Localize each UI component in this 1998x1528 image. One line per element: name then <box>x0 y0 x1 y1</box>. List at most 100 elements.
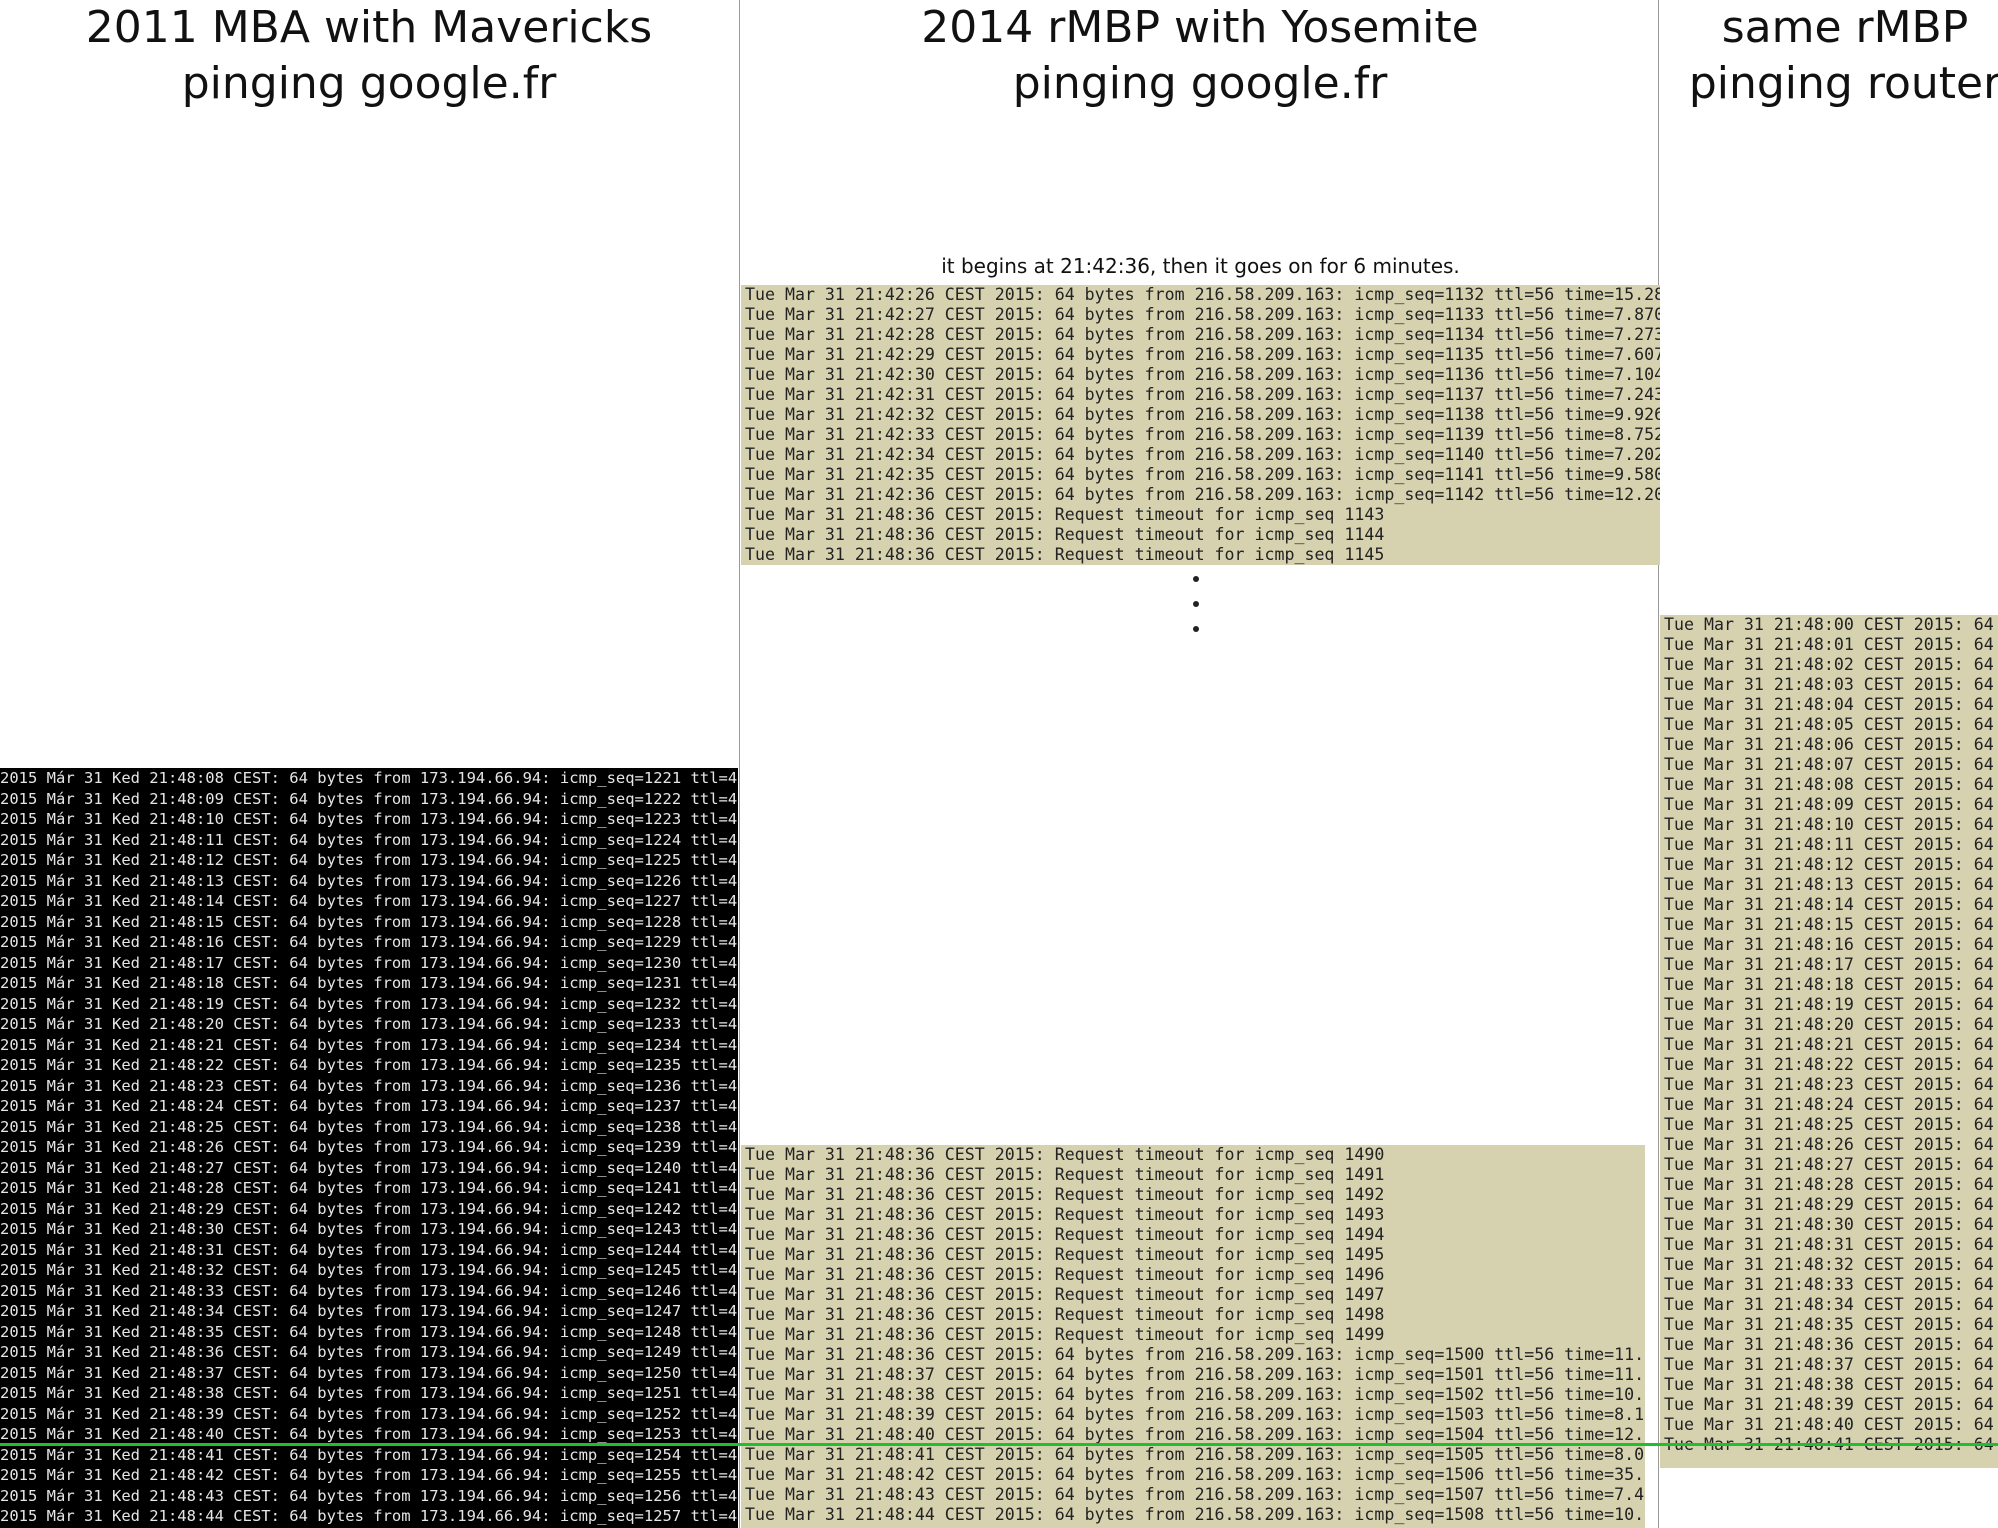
log-line: Tue Mar 31 21:48:04 CEST 2015: 64 by <box>1664 695 1998 714</box>
column-divider-left <box>739 0 740 1528</box>
column-divider-right <box>1658 0 1659 1528</box>
log-line: 2015 Már 31 Ked 21:48:08 CEST: 64 bytes … <box>0 769 738 787</box>
log-line: 2015 Már 31 Ked 21:48:40 CEST: 64 bytes … <box>0 1425 738 1443</box>
log-line: Tue Mar 31 21:48:06 CEST 2015: 64 by <box>1664 735 1998 754</box>
log-line: 2015 Már 31 Ked 21:48:19 CEST: 64 bytes … <box>0 994 738 1013</box>
log-line: 2015 Már 31 Ked 21:48:12 CEST: 64 bytes … <box>0 851 738 869</box>
log-line: Tue Mar 31 21:48:19 CEST 2015: 64 by <box>1664 995 1998 1014</box>
mba-title-line1: 2011 MBA with Mavericks <box>85 2 653 53</box>
log-line: Tue Mar 31 21:48:17 CEST 2015: 64 by <box>1664 955 1998 974</box>
log-line: 2015 Már 31 Ked 21:48:25 CEST: 64 bytes … <box>0 1117 738 1136</box>
log-line: Tue Mar 31 21:48:13 CEST 2015: 64 by <box>1664 875 1998 894</box>
log-line: 2015 Már 31 Ked 21:48:39 CEST: 64 bytes … <box>0 1404 738 1423</box>
log-line: 2015 Már 31 Ked 21:48:37 CEST: 64 bytes … <box>0 1363 738 1382</box>
log-line: 2015 Már 31 Ked 21:48:29 CEST: 64 bytes … <box>0 1199 738 1218</box>
log-line: Tue Mar 31 21:48:26 CEST 2015: 64 by <box>1664 1135 1998 1154</box>
rmbp-log-before-outage: Tue Mar 31 21:42:26 CEST 2015: 64 bytes … <box>741 285 1660 565</box>
router-ping-log: Tue Mar 31 21:48:00 CEST 2015: 64 by Tue … <box>1660 615 1998 1468</box>
log-line: Tue Mar 31 21:48:39 CEST 2015: 64 bytes … <box>745 1405 1645 1424</box>
log-line: Tue Mar 31 21:48:36 CEST 2015: Request t… <box>745 1265 1385 1284</box>
log-line: Tue Mar 31 21:48:36 CEST 2015: Request t… <box>745 1205 1385 1224</box>
log-line: Tue Mar 31 21:48:23 CEST 2015: 64 by <box>1664 1075 1998 1094</box>
log-line: 2015 Már 31 Ked 21:48:15 CEST: 64 bytes … <box>0 912 738 931</box>
log-line: Tue Mar 31 21:48:36 CEST 2015: Request t… <box>745 1325 1385 1344</box>
log-line: Tue Mar 31 21:48:11 CEST 2015: 64 by <box>1664 835 1998 854</box>
log-line: Tue Mar 31 21:48:37 CEST 2015: 64 by <box>1664 1355 1998 1374</box>
log-line: Tue Mar 31 21:48:08 CEST 2015: 64 by <box>1664 775 1998 794</box>
log-line: Tue Mar 31 21:48:33 CEST 2015: 64 by <box>1664 1275 1998 1294</box>
log-line: Tue Mar 31 21:48:16 CEST 2015: 64 by <box>1664 935 1998 954</box>
log-line: Tue Mar 31 21:48:35 CEST 2015: 64 by <box>1664 1315 1998 1334</box>
log-line: 2015 Már 31 Ked 21:48:10 CEST: 64 bytes … <box>0 810 738 828</box>
log-line: Tue Mar 31 21:48:37 CEST 2015: 64 bytes … <box>745 1365 1645 1384</box>
sync-marker-line <box>0 1443 1998 1446</box>
log-line: Tue Mar 31 21:48:03 CEST 2015: 64 by <box>1664 675 1998 694</box>
log-line: 2015 Már 31 Ked 21:48:43 CEST: 64 bytes … <box>0 1486 738 1505</box>
log-line: Tue Mar 31 21:48:01 CEST 2015: 64 by <box>1664 635 1998 654</box>
log-line: Tue Mar 31 21:48:36 CEST 2015: Request t… <box>745 525 1385 544</box>
log-line: 2015 Már 31 Ked 21:48:21 CEST: 64 bytes … <box>0 1035 738 1054</box>
log-line: Tue Mar 31 21:48:15 CEST 2015: 64 by <box>1664 915 1998 934</box>
log-line: 2015 Már 31 Ked 21:48:28 CEST: 64 bytes … <box>0 1179 738 1197</box>
log-line: Tue Mar 31 21:42:29 CEST 2015: 64 bytes … <box>745 345 1660 364</box>
log-line: Tue Mar 31 21:42:36 CEST 2015: 64 bytes … <box>745 485 1660 504</box>
log-line: Tue Mar 31 21:48:07 CEST 2015: 64 by <box>1664 755 1998 774</box>
log-line: Tue Mar 31 21:48:42 CEST 2015: 64 bytes … <box>745 1465 1645 1484</box>
log-line: 2015 Már 31 Ked 21:48:34 CEST: 64 bytes … <box>0 1302 738 1320</box>
log-line: 2015 Már 31 Ked 21:48:42 CEST: 64 bytes … <box>0 1466 738 1484</box>
log-line: Tue Mar 31 21:48:25 CEST 2015: 64 by <box>1664 1115 1998 1134</box>
log-line: Tue Mar 31 21:48:44 CEST 2015: 64 bytes … <box>745 1505 1645 1524</box>
mba-title-line2: pinging google.fr <box>181 58 557 109</box>
log-line: Tue Mar 31 21:48:40 CEST 2015: 64 bytes … <box>745 1425 1645 1444</box>
log-line: Tue Mar 31 21:48:24 CEST 2015: 64 by <box>1664 1095 1998 1114</box>
log-line: Tue Mar 31 21:48:36 CEST 2015: Request t… <box>745 1245 1385 1264</box>
rmbp-title-line2: pinging google.fr <box>1012 58 1388 109</box>
log-line: Tue Mar 31 21:48:43 CEST 2015: 64 bytes … <box>745 1485 1645 1504</box>
log-line: Tue Mar 31 21:48:18 CEST 2015: 64 by <box>1664 975 1998 994</box>
mba-column-title: 2011 MBA with Mavericks pinging google.f… <box>0 0 738 112</box>
log-line: Tue Mar 31 21:48:22 CEST 2015: 64 by <box>1664 1055 1998 1074</box>
ellipsis-dot <box>1193 626 1199 632</box>
router-column-title: same rMBP pinging router <box>1660 0 1998 112</box>
log-line: Tue Mar 31 21:42:33 CEST 2015: 64 bytes … <box>745 425 1660 444</box>
log-line: Tue Mar 31 21:48:38 CEST 2015: 64 by <box>1664 1375 1998 1394</box>
log-line: Tue Mar 31 21:48:38 CEST 2015: 64 bytes … <box>745 1385 1645 1404</box>
log-line: Tue Mar 31 21:48:05 CEST 2015: 64 by <box>1664 715 1998 734</box>
log-line: 2015 Már 31 Ked 21:48:41 CEST: 64 bytes … <box>0 1445 738 1464</box>
log-line: Tue Mar 31 21:42:31 CEST 2015: 64 bytes … <box>745 385 1660 404</box>
log-line: Tue Mar 31 21:48:36 CEST 2015: Request t… <box>745 1165 1385 1184</box>
log-line: Tue Mar 31 21:48:36 CEST 2015: Request t… <box>745 505 1385 524</box>
log-line: Tue Mar 31 21:48:41 CEST 2015: 64 bytes … <box>745 1445 1645 1464</box>
log-line: Tue Mar 31 21:48:02 CEST 2015: 64 by <box>1664 655 1998 674</box>
log-line: Tue Mar 31 21:48:27 CEST 2015: 64 by <box>1664 1155 1998 1174</box>
log-line: 2015 Már 31 Ked 21:48:31 CEST: 64 bytes … <box>0 1240 738 1259</box>
log-line: 2015 Már 31 Ked 21:48:32 CEST: 64 bytes … <box>0 1261 738 1279</box>
log-line: Tue Mar 31 21:42:28 CEST 2015: 64 bytes … <box>745 325 1660 344</box>
log-line: 2015 Már 31 Ked 21:48:11 CEST: 64 bytes … <box>0 830 738 849</box>
log-line: Tue Mar 31 21:48:36 CEST 2015: 64 by <box>1664 1335 1998 1354</box>
log-line: 2015 Már 31 Ked 21:48:27 CEST: 64 bytes … <box>0 1158 738 1177</box>
log-line: Tue Mar 31 21:48:20 CEST 2015: 64 by <box>1664 1015 1998 1034</box>
log-line: 2015 Már 31 Ked 21:48:44 CEST: 64 bytes … <box>0 1507 738 1525</box>
router-title-line1: same rMBP <box>1721 2 1969 53</box>
log-line: Tue Mar 31 21:48:21 CEST 2015: 64 by <box>1664 1035 1998 1054</box>
log-line: Tue Mar 31 21:42:32 CEST 2015: 64 bytes … <box>745 405 1660 424</box>
log-line: Tue Mar 31 21:48:40 CEST 2015: 64 by <box>1664 1415 1998 1434</box>
log-line: 2015 Már 31 Ked 21:48:20 CEST: 64 bytes … <box>0 1015 738 1033</box>
log-line: Tue Mar 31 21:48:36 CEST 2015: Request t… <box>745 545 1385 564</box>
log-line: 2015 Már 31 Ked 21:48:16 CEST: 64 bytes … <box>0 933 738 951</box>
log-line: Tue Mar 31 21:48:36 CEST 2015: Request t… <box>745 1185 1385 1204</box>
log-line: Tue Mar 31 21:48:09 CEST 2015: 64 by <box>1664 795 1998 814</box>
rmbp-log-after-outage: Tue Mar 31 21:48:36 CEST 2015: Request t… <box>741 1145 1645 1528</box>
mba-terminal-log: 2015 Már 31 Ked 21:48:08 CEST: 64 bytes … <box>0 768 738 1528</box>
log-line: Tue Mar 31 21:48:31 CEST 2015: 64 by <box>1664 1235 1998 1254</box>
ellipsis-dot <box>1193 601 1199 607</box>
rmbp-column-title: 2014 rMBP with Yosemite pinging google.f… <box>740 0 1660 112</box>
log-line: Tue Mar 31 21:42:34 CEST 2015: 64 bytes … <box>745 445 1660 464</box>
log-line: Tue Mar 31 21:48:39 CEST 2015: 64 by <box>1664 1395 1998 1414</box>
log-line: Tue Mar 31 21:48:36 CEST 2015: Request t… <box>745 1305 1385 1324</box>
log-line: 2015 Már 31 Ked 21:48:18 CEST: 64 bytes … <box>0 974 738 992</box>
log-line: Tue Mar 31 21:48:28 CEST 2015: 64 by <box>1664 1175 1998 1194</box>
log-line: 2015 Már 31 Ked 21:48:38 CEST: 64 bytes … <box>0 1384 738 1402</box>
log-line: Tue Mar 31 21:48:36 CEST 2015: Request t… <box>745 1285 1385 1304</box>
